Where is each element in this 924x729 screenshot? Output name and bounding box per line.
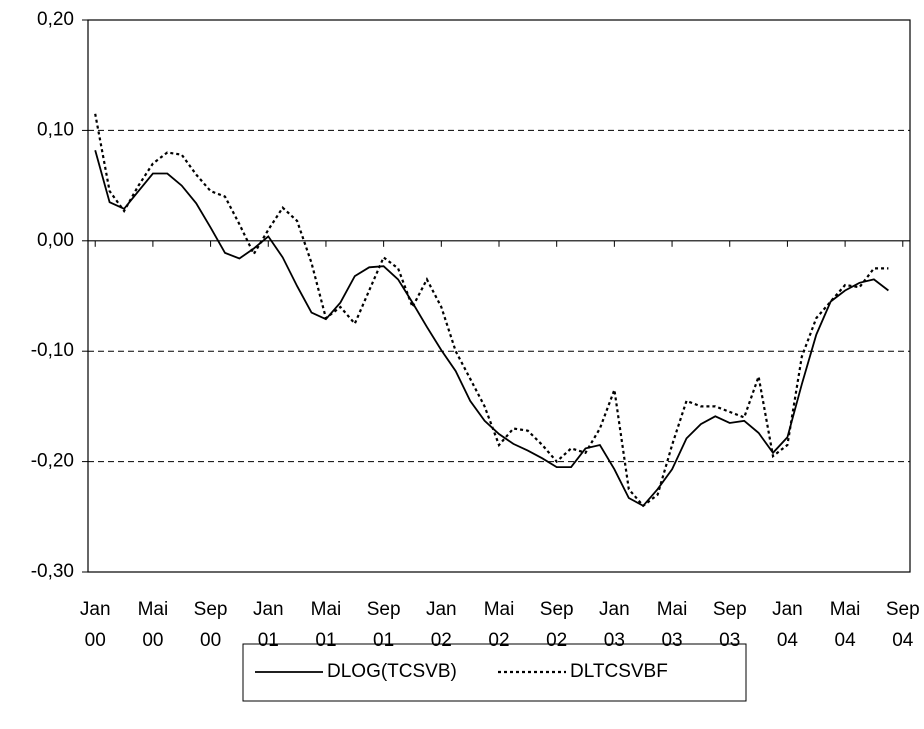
x-tick-label: Mai 04 bbox=[830, 599, 861, 651]
y-tick-label: -0,10 bbox=[31, 340, 74, 361]
series-line bbox=[94, 150, 889, 507]
x-tick-label: Mai 00 bbox=[138, 599, 169, 651]
x-tick-label: Mai 01 bbox=[311, 599, 342, 651]
x-tick-label: Mai 03 bbox=[657, 599, 688, 651]
x-tick-label: Jan 00 bbox=[80, 599, 111, 651]
plot-frame bbox=[87, 19, 911, 573]
legend-label: DLTCSVBF bbox=[570, 661, 668, 682]
x-tick-label: Sep 01 bbox=[367, 599, 401, 651]
series-line bbox=[94, 113, 889, 508]
x-tick-label: Jan 01 bbox=[253, 599, 284, 651]
x-tick-label: Sep 02 bbox=[540, 599, 574, 651]
y-tick-label: -0,20 bbox=[31, 451, 74, 472]
x-tick-label: Sep 00 bbox=[194, 599, 228, 651]
x-tick-label: Sep 04 bbox=[886, 599, 920, 651]
x-tick-label: Jan 04 bbox=[772, 599, 803, 651]
y-tick-label: 0,00 bbox=[37, 230, 74, 251]
x-tick-label: Jan 03 bbox=[599, 599, 630, 651]
legend-box bbox=[242, 643, 747, 702]
y-tick-label: -0,30 bbox=[31, 561, 74, 582]
y-tick-label: 0,10 bbox=[37, 119, 74, 140]
x-tick-label: Sep 03 bbox=[713, 599, 747, 651]
x-tick-label: Mai 02 bbox=[484, 599, 515, 651]
y-tick-label: 0,20 bbox=[37, 9, 74, 30]
legend-label: DLOG(TCSVB) bbox=[327, 661, 457, 682]
x-tick-label: Jan 02 bbox=[426, 599, 457, 651]
